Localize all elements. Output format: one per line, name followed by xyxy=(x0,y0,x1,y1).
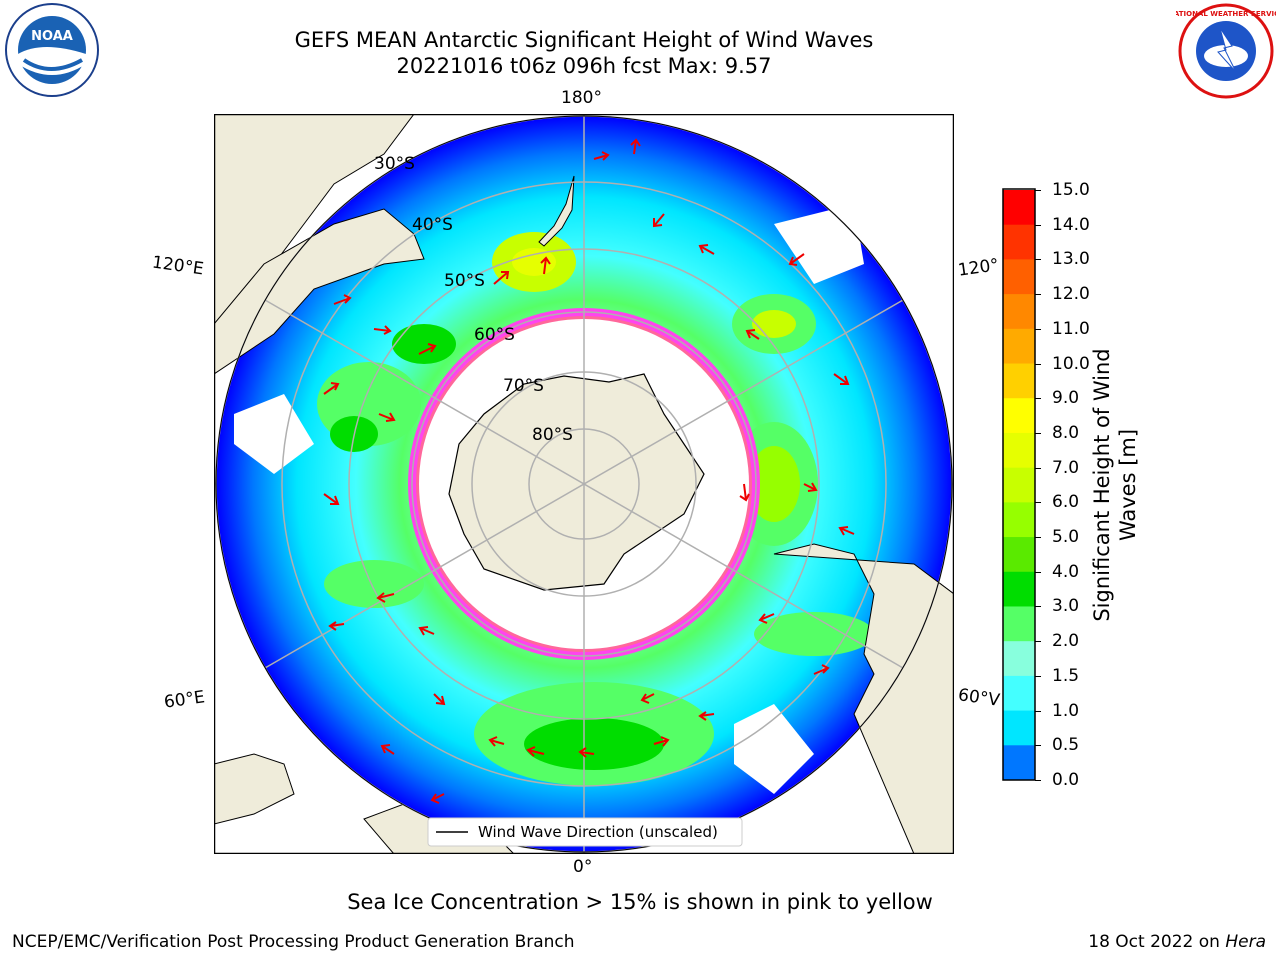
meridian-label-120e: 120°E xyxy=(150,252,205,280)
colorbar-tick-label: 1.0 xyxy=(1052,700,1080,721)
lat-label-60: 60°S xyxy=(474,325,515,345)
colorbar-label: Significant Height of Wind Waves [m] xyxy=(1089,348,1141,621)
map-panel: 30°S 40°S 50°S 60°S 70°S 80°S Wind Wave … xyxy=(214,114,954,854)
colorbar-bin xyxy=(1003,432,1035,469)
colorbar-label-line1: Significant Height of Wind xyxy=(1090,348,1114,622)
colorbar-bin xyxy=(1003,259,1035,295)
run-date: 18 Oct 2022 on Hera xyxy=(1088,932,1266,952)
colorbar-tick-label: 0.5 xyxy=(1052,735,1080,756)
producer-credit: NCEP/EMC/Verification Post Processing Pr… xyxy=(12,932,575,952)
noaa-logo: NOAA xyxy=(5,3,99,97)
colorbar-tick-label: 11.0 xyxy=(1052,318,1090,339)
colorbar-tick-label: 15.0 xyxy=(1052,180,1090,200)
colorbar-tick-mark xyxy=(1035,294,1041,296)
antarctica xyxy=(448,373,705,591)
colorbar-bin xyxy=(1003,710,1035,746)
nws-logo: NATIONAL WEATHER SERVICE xyxy=(1176,3,1276,99)
colorbar-tick-mark xyxy=(1035,467,1041,469)
lat-label-30: 30°S xyxy=(374,154,415,174)
wind-wave-arrows xyxy=(323,138,855,804)
colorbar-bin xyxy=(1003,675,1035,712)
colorbar-tick-mark xyxy=(1035,745,1041,747)
legend-label: Wind Wave Direction (unscaled) xyxy=(478,823,718,841)
map-frame xyxy=(214,114,954,854)
colorbar-tick-mark xyxy=(1035,259,1041,261)
colorbar-tick-mark xyxy=(1035,537,1041,539)
colorbar-bin xyxy=(1003,571,1035,607)
colorbar-tick-label: 13.0 xyxy=(1052,249,1090,270)
meridian-label-180: 180° xyxy=(561,88,602,108)
map-legend: Wind Wave Direction (unscaled) xyxy=(427,817,743,847)
colorbar-tick-label: 14.0 xyxy=(1052,214,1090,235)
chart-title: GEFS MEAN Antarctic Significant Height o… xyxy=(294,28,874,52)
run-host: Hera xyxy=(1225,932,1266,952)
colorbar-bin xyxy=(1003,363,1035,399)
colorbar-tick-mark xyxy=(1035,190,1041,191)
colorbar-tick-label: 0.0 xyxy=(1052,770,1080,790)
colorbar-tick-label: 6.0 xyxy=(1052,492,1080,513)
colorbar-tick-mark xyxy=(1035,432,1041,434)
meridian-label-120w: 120° xyxy=(956,255,1001,281)
lat-label-50: 50°S xyxy=(444,271,485,291)
colorbar-bin xyxy=(1003,641,1035,677)
colorbar-tick-label: 7.0 xyxy=(1052,457,1080,478)
colorbar-tick-label: 3.0 xyxy=(1052,596,1080,617)
colorbar-bin xyxy=(1003,224,1035,260)
meridian-label-60w: 60°V xyxy=(956,685,1001,711)
colorbar-bin xyxy=(1003,190,1035,226)
colorbar-tick-mark xyxy=(1035,363,1041,365)
colorbar-tick-mark xyxy=(1035,571,1041,573)
new-zealand xyxy=(538,175,575,247)
colorbar-bin xyxy=(1003,745,1035,781)
colorbar-bin xyxy=(1003,537,1035,573)
colorbar xyxy=(1002,188,1036,781)
colorbar-tick-mark xyxy=(1035,328,1041,330)
colorbar-tick-label: 10.0 xyxy=(1052,353,1090,374)
lat-label-80: 80°S xyxy=(532,425,573,445)
colorbar-tick-mark xyxy=(1035,710,1041,712)
colorbar-tick-mark xyxy=(1035,780,1041,781)
colorbar-tick-label: 12.0 xyxy=(1052,284,1090,305)
chart-subtitle: 20221016 t06z 096h fcst Max: 9.57 xyxy=(396,54,772,78)
colorbar-bin xyxy=(1003,328,1035,365)
meridian-label-0: 0° xyxy=(573,857,593,877)
south-america xyxy=(773,543,954,854)
nws-logo-text: NATIONAL WEATHER SERVICE xyxy=(1176,10,1276,18)
colorbar-tick-label: 5.0 xyxy=(1052,527,1080,548)
lat-label-70: 70°S xyxy=(503,376,544,396)
colorbar-tick-mark xyxy=(1035,224,1041,226)
colorbar-label-line2: Waves [m] xyxy=(1116,428,1140,542)
colorbar-tick-label: 2.0 xyxy=(1052,631,1080,652)
lat-label-40: 40°S xyxy=(412,215,453,235)
colorbar-tick-label: 4.0 xyxy=(1052,561,1080,582)
colorbar-tick-label: 8.0 xyxy=(1052,422,1080,443)
colorbar-tick-label: 1.5 xyxy=(1052,665,1080,686)
colorbar-bin xyxy=(1003,398,1035,434)
colorbar-tick-mark xyxy=(1035,641,1041,643)
noaa-logo-text: NOAA xyxy=(31,29,73,44)
colorbar-tick-label: 9.0 xyxy=(1052,388,1080,409)
colorbar-tick-mark xyxy=(1035,398,1041,400)
colorbar-bin xyxy=(1003,502,1035,538)
run-date-text: 18 Oct 2022 on xyxy=(1088,932,1220,952)
meridian-label-60e: 60°E xyxy=(162,687,207,713)
map-boundary xyxy=(215,115,953,853)
colorbar-tick-mark xyxy=(1035,502,1041,504)
colorbar-tick-mark xyxy=(1035,675,1041,677)
sea-ice-note: Sea Ice Concentration > 15% is shown in … xyxy=(347,890,933,914)
colorbar-tick-mark xyxy=(1035,606,1041,608)
colorbar-bin xyxy=(1003,467,1035,503)
colorbar-bin xyxy=(1003,294,1035,330)
colorbar-bin xyxy=(1003,606,1035,642)
